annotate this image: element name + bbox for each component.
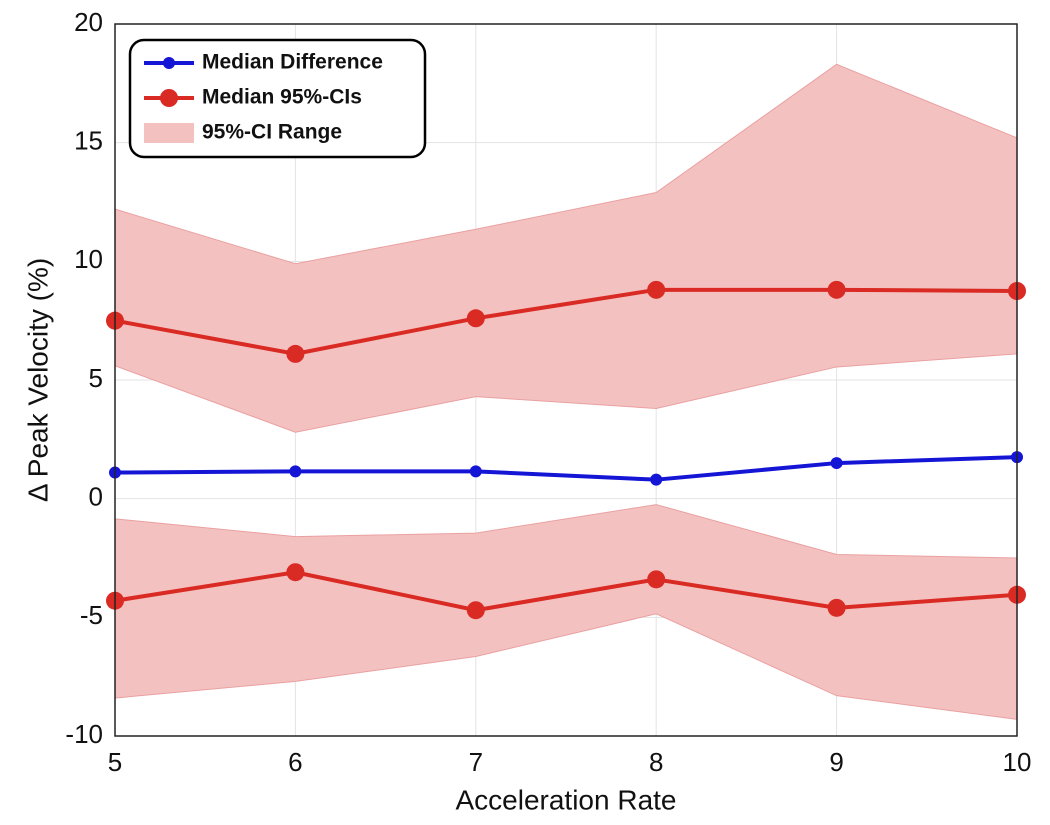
- marker: [827, 280, 846, 299]
- marker: [650, 473, 663, 486]
- plot-frame: [114, 23, 1018, 737]
- marker: [647, 280, 666, 299]
- legend-label: Median 95%-CIs: [202, 86, 362, 109]
- marker: [647, 570, 666, 589]
- x-tick-label: 8: [649, 747, 663, 777]
- marker: [466, 309, 485, 328]
- marker: [830, 457, 843, 470]
- marker: [286, 563, 305, 582]
- x-tick-label: 6: [288, 747, 302, 777]
- legend-marker: [163, 57, 175, 69]
- marker: [466, 601, 485, 620]
- legend-box: [128, 38, 427, 159]
- x-axis-label: Acceleration Rate: [455, 784, 676, 815]
- y-tick-label: -10: [65, 719, 103, 749]
- x-tick-label: 10: [1003, 747, 1032, 777]
- y-tick-label: 15: [74, 126, 103, 156]
- x-tick-label: 5: [108, 747, 122, 777]
- y-tick-label: 5: [89, 363, 103, 393]
- legend-marker: [160, 89, 178, 107]
- y-tick-label: 10: [74, 244, 103, 274]
- y-tick-label: 20: [74, 7, 103, 37]
- x-tick-label: 7: [469, 747, 483, 777]
- marker: [286, 344, 305, 363]
- y-tick-label: 0: [89, 482, 103, 512]
- legend-swatch: [144, 123, 194, 143]
- legend-label: 95%-CI Range: [202, 121, 342, 144]
- line: [114, 455, 1018, 482]
- y-axis-label: Δ Peak Velocity (%): [22, 258, 53, 502]
- x-tick-label: 9: [829, 747, 843, 777]
- line: [114, 570, 1018, 613]
- y-tick-label: -5: [80, 600, 103, 630]
- line: [114, 287, 1018, 356]
- marker: [827, 598, 846, 617]
- ci-band: [114, 504, 1018, 720]
- marker: [469, 465, 482, 478]
- legend-label: Median Difference: [202, 51, 383, 74]
- marker: [289, 465, 302, 478]
